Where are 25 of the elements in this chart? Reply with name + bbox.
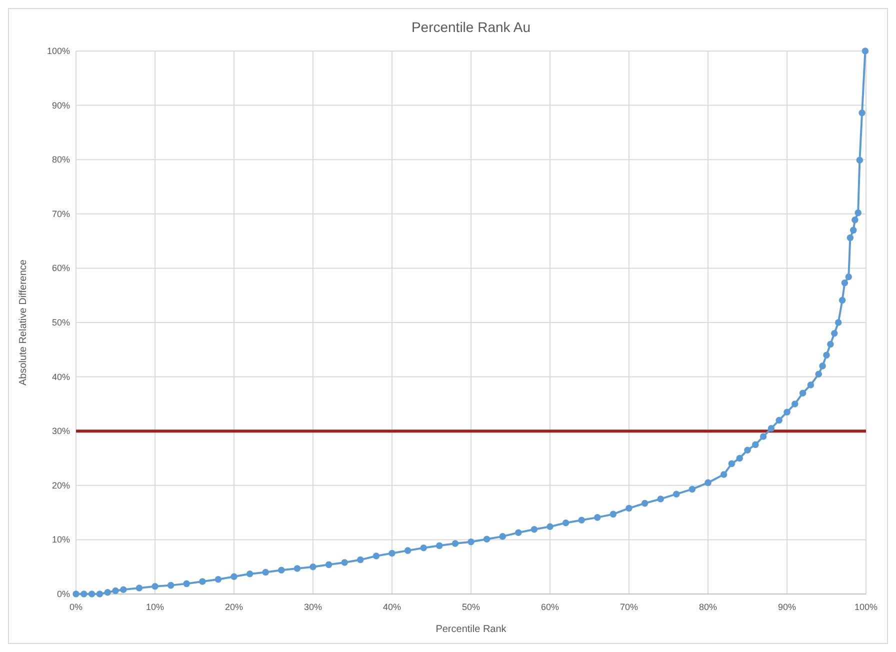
y-tick-label: 40% [52, 372, 70, 382]
x-tick-label: 70% [620, 602, 638, 612]
y-tick-label: 30% [52, 426, 70, 436]
x-tick-label: 60% [540, 602, 560, 612]
y-tick-label: 100% [46, 46, 70, 56]
x-tick-label: 100% [854, 602, 878, 612]
x-tick-label: 10% [146, 602, 164, 612]
x-tick-label: 50% [462, 602, 480, 612]
x-tick-label: 20% [224, 602, 244, 612]
y-tick-label: 60% [52, 263, 70, 274]
x-tick-label: 30% [304, 602, 322, 612]
y-tick-label: 0% [56, 589, 70, 599]
y-tick-label: 10% [52, 534, 70, 545]
y-tick-label: 70% [52, 208, 70, 219]
x-tick-label: 90% [778, 602, 796, 612]
x-axis-title: Percentile Rank [436, 624, 508, 635]
y-tick-label: 50% [52, 318, 70, 328]
x-tick-label: 80% [698, 602, 718, 612]
chart-title: Percentile Rank Au [411, 19, 531, 35]
x-tick-label: 0% [69, 602, 83, 612]
x-tick-label: 40% [382, 602, 402, 612]
y-axis-title: Absolute Relative Difference [18, 259, 29, 386]
y-tick-label: 90% [52, 100, 70, 110]
y-tick-label: 20% [52, 480, 70, 490]
y-tick-label: 80% [52, 154, 70, 165]
